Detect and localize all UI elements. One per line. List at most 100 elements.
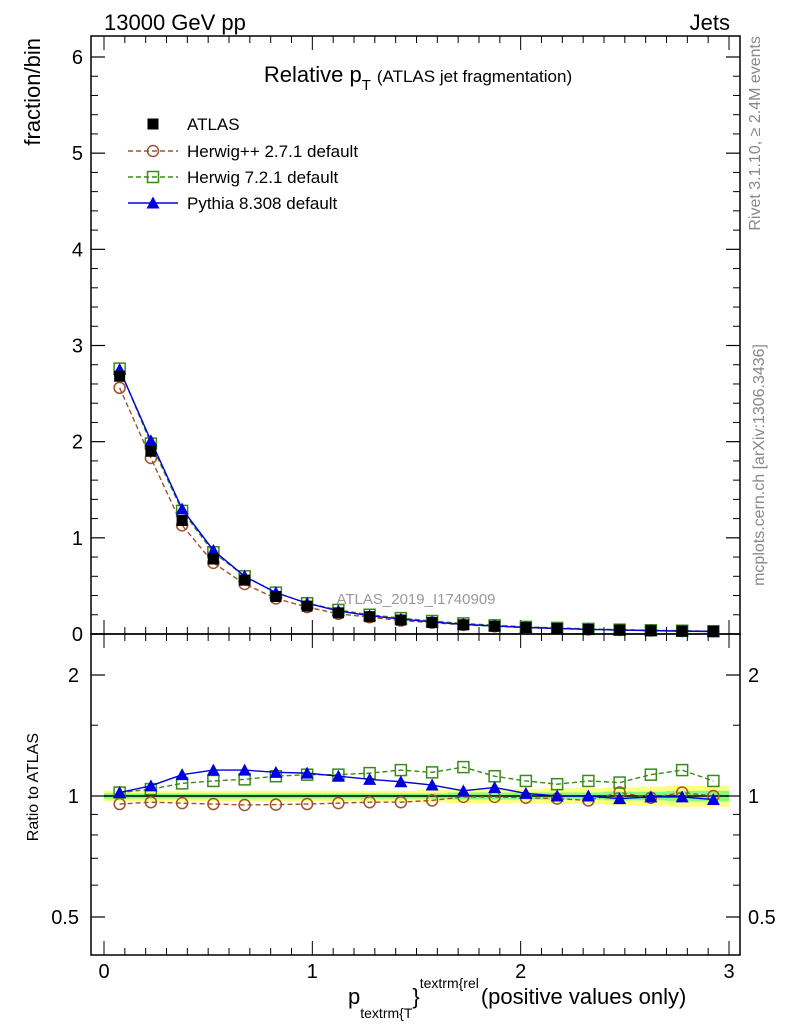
x-tick-label: 3 [723, 961, 734, 983]
x-axis-label-subscript: textrm{T [360, 1005, 413, 1021]
ratio-point-herwig-2-7-1-default [144, 795, 158, 809]
data-point-pythia-8-308-default [206, 543, 220, 556]
ratio-y-tick-label: 1 [68, 786, 79, 808]
ratio-point-herwig-2-7-1-default [300, 797, 314, 811]
legend-label-atlas: ATLAS [187, 115, 240, 134]
ratio-point-herwig-2-7-1-default [175, 796, 189, 810]
ratio-point-pythia-8-308-default [144, 779, 158, 792]
data-point-atlas [551, 623, 563, 635]
ratio-point-pythia-8-308-default [206, 763, 220, 776]
plot-title: Relative pT (ATLAS jet fragmentation) [264, 62, 572, 94]
data-point-atlas [176, 515, 188, 527]
data-point-atlas [707, 625, 719, 637]
ratio-panel: 0 1 2 3 0.5 0.5 1 1 2 2 [51, 633, 776, 983]
legend-label-herwig-2-7-1-default: Herwig++ 2.7.1 default [187, 142, 358, 161]
data-point-herwig-2-7-1-default [113, 381, 126, 395]
data-point-atlas [145, 445, 157, 457]
data-point-atlas [301, 600, 313, 612]
ratio-point-pythia-8-308-default [644, 790, 658, 803]
ratio-point-pythia-8-308-default [394, 775, 408, 788]
ratio-line-pythia-8-308-default [119, 769, 714, 801]
x-tick-label: 2 [515, 961, 526, 983]
y-axis-label: fraction/bin [20, 38, 45, 146]
ratio-frame [90, 633, 741, 956]
energy-label: 13000 GeV pp [104, 10, 246, 35]
ratio-point-herwig-2-7-1-default [394, 795, 408, 809]
ratio-point-pythia-8-308-default [706, 793, 720, 806]
ratio-point-herwig-7-2-1-default [425, 766, 439, 779]
ratio-point-herwig-7-2-1-default [644, 768, 658, 781]
process-label: Jets [690, 10, 730, 35]
series-line-herwig-7-2-1-default [118, 368, 714, 632]
y-tick-label: 5 [72, 143, 83, 165]
legend-label-pythia-8-308-default: Pythia 8.308 default [187, 194, 338, 213]
x-axis-label-suffix: (positive values only) [481, 984, 686, 1009]
ratio-y-tick-label: 0.5 [51, 907, 79, 929]
data-point-pythia-8-308-default [175, 502, 189, 515]
x-tick-label: 0 [98, 961, 109, 983]
data-point-atlas [520, 622, 532, 634]
ratio-point-pythia-8-308-default [175, 768, 189, 781]
main-panel: 0 1 2 3 4 5 6 [72, 35, 741, 646]
legend-marker-herwig-7-2-1-default [146, 170, 160, 184]
data-point-atlas [395, 614, 407, 626]
ratio-point-herwig-2-7-1-default [363, 795, 376, 809]
data-point-atlas [332, 607, 344, 619]
ratio-y-tick-label-right: 1 [748, 786, 759, 808]
ratio-point-pythia-8-308-default [456, 784, 470, 797]
y-tick-label: 4 [72, 239, 83, 261]
ratio-point-pythia-8-308-default [550, 789, 564, 802]
plot-title-subscript: T [362, 77, 371, 94]
ratio-point-pythia-8-308-default [113, 786, 127, 799]
x-axis-label-superscript: textrm{rel [420, 975, 479, 991]
legend: ATLAS Herwig++ 2.7.1 default Herwig 7.2.1 … [128, 115, 358, 213]
legend-label-herwig-7-2-1-default: Herwig 7.2.1 default [187, 168, 338, 187]
data-point-atlas [239, 574, 251, 586]
ratio-point-pythia-8-308-default [581, 789, 595, 802]
data-point-atlas [270, 590, 282, 602]
ratio-y-tick-label-right: 2 [748, 665, 759, 687]
x-axis-label-p: p [348, 984, 360, 1009]
y-tick-label: 6 [72, 47, 83, 69]
ratio-point-herwig-2-7-1-default [207, 797, 220, 811]
ratio-y-tick-label-right: 0.5 [748, 907, 776, 929]
data-point-atlas [426, 616, 438, 628]
plot-title-suffix: (ATLAS jet fragmentation) [377, 67, 572, 86]
ratio-point-herwig-7-2-1-default [707, 774, 720, 788]
y-tick-label: 1 [72, 528, 83, 550]
analysis-id-label: ATLAS_2019_I1740909 [336, 591, 495, 608]
plot-title-main: Relative p [264, 62, 362, 87]
y-tick-label: 0 [72, 624, 83, 646]
legend-marker-atlas [147, 118, 159, 130]
ratio-point-herwig-2-7-1-default [332, 796, 345, 810]
x-axis-label-brace: } [412, 984, 419, 1009]
ratio-point-herwig-2-7-1-default [425, 794, 439, 807]
data-point-pythia-8-308-default [144, 434, 158, 447]
rivet-version-label: Rivet 3.1.10, ≥ 2.4M events [747, 36, 764, 231]
ratio-point-pythia-8-308-default [519, 786, 533, 799]
ratio-y-tick-label: 2 [68, 665, 79, 687]
ratio-point-herwig-7-2-1-default [519, 774, 533, 788]
data-point-atlas [457, 619, 469, 631]
ratio-point-herwig-2-7-1-default [238, 798, 251, 812]
ratio-point-pythia-8-308-default [425, 778, 439, 791]
y-tick-label: 2 [72, 432, 83, 454]
mcplots-label: mcplots.cern.ch [arXiv:1306.3436] [751, 344, 768, 586]
ratio-point-pythia-8-308-default [488, 780, 502, 793]
data-point-atlas [676, 625, 688, 637]
legend-marker-herwig-2-7-1-default [146, 144, 160, 158]
ratio-point-pythia-8-308-default [331, 769, 345, 782]
ratio-point-pythia-8-308-default [675, 790, 689, 803]
ratio-point-herwig-7-2-1-default [675, 763, 689, 777]
data-point-atlas [207, 553, 219, 565]
data-point-atlas [364, 611, 376, 623]
ratio-point-herwig-7-2-1-default [613, 776, 626, 789]
x-axis-label: ptextrm{T}textrm{rel(positive values onl… [348, 975, 686, 1021]
data-point-atlas [582, 623, 594, 635]
ratio-point-herwig-7-2-1-default [582, 774, 595, 788]
ratio-y-axis-label: Ratio to ATLAS [25, 733, 42, 841]
ratio-point-herwig-7-2-1-default [457, 760, 470, 774]
ratio-point-pythia-8-308-default [613, 792, 627, 805]
data-point-atlas [114, 370, 126, 382]
